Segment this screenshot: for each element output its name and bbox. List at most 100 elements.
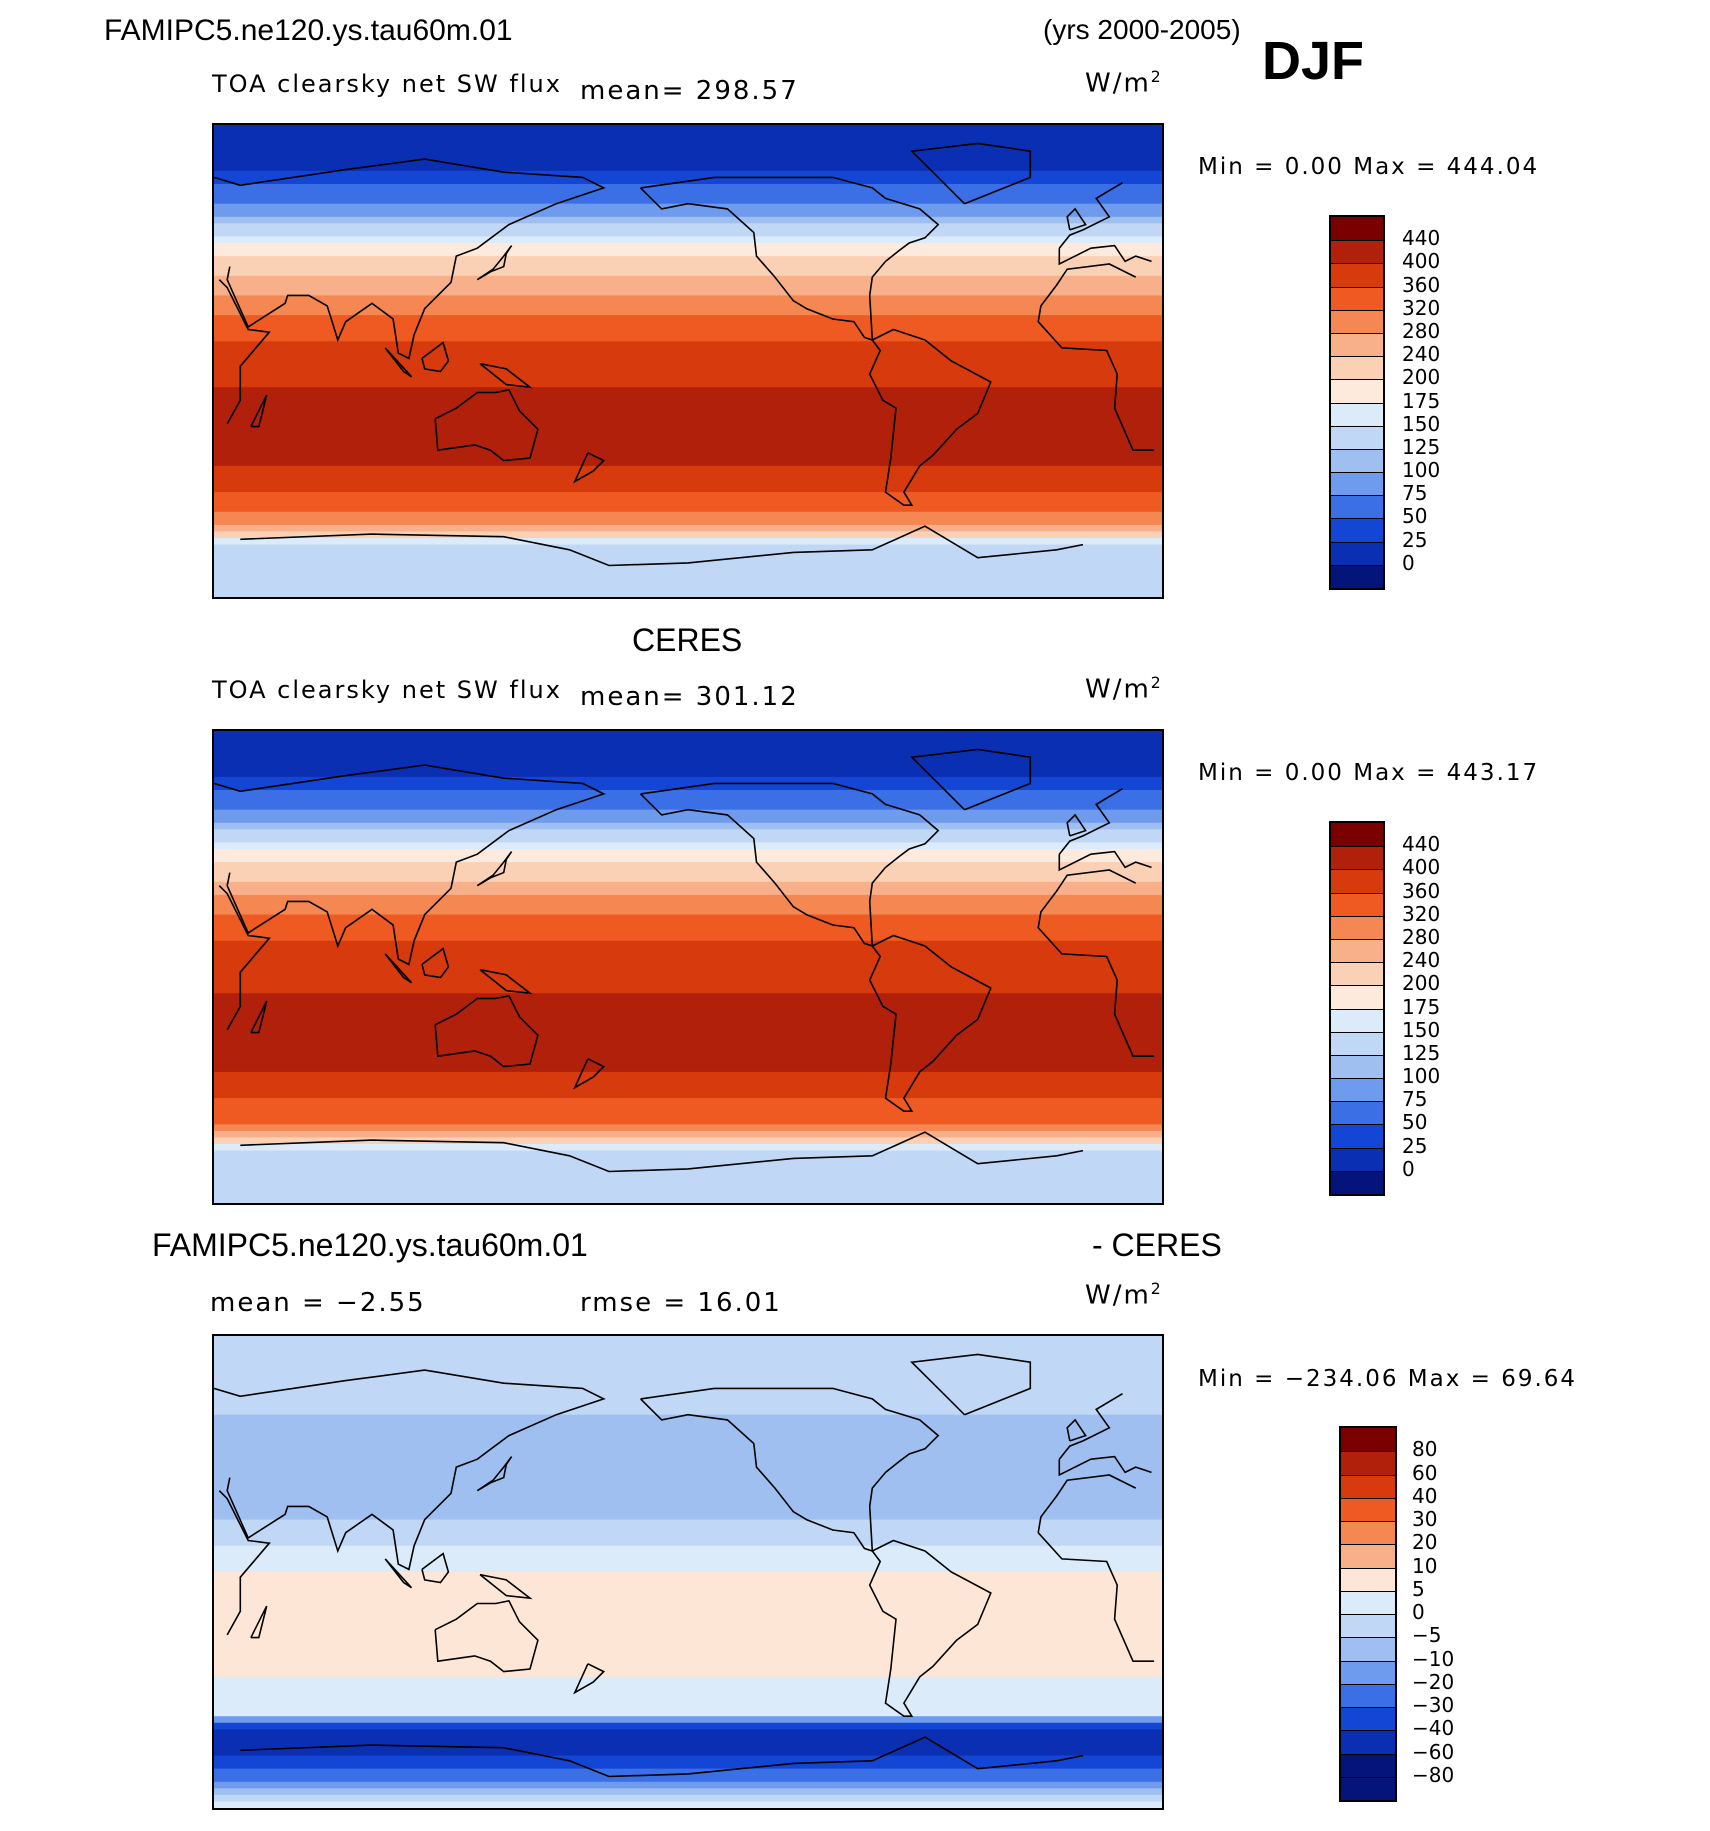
- zonal-band: [214, 770, 1162, 778]
- colorbar-tick-label: 280: [1402, 318, 1441, 343]
- coastline: [573, 452, 606, 484]
- colorbar-cell: [1341, 1544, 1395, 1568]
- zonal-band: [214, 1130, 1162, 1139]
- zonal-band: [214, 1460, 1162, 1468]
- zonal-band: [214, 1019, 1162, 1027]
- colorbar-cell: [1331, 495, 1383, 519]
- colorbar-cell: [1341, 1730, 1395, 1754]
- zonal-band: [214, 577, 1162, 585]
- zonal-band: [214, 1657, 1162, 1665]
- colorbar-cell: [1331, 379, 1383, 403]
- zonal-band: [214, 1144, 1162, 1152]
- coastline: [573, 1663, 606, 1695]
- colorbar-cell: [1331, 472, 1383, 496]
- coastline: [421, 1552, 450, 1584]
- zonal-band: [214, 1349, 1162, 1357]
- zonal-band: [214, 796, 1162, 804]
- zonal-band: [214, 210, 1162, 218]
- colorbar-cell: [1331, 892, 1383, 916]
- coastline: [434, 994, 539, 1068]
- zonal-band: [214, 138, 1162, 146]
- colorbar-tick-label: 150: [1402, 1017, 1441, 1042]
- colorbar-cell: [1331, 938, 1383, 963]
- zonal-band: [214, 901, 1162, 909]
- colorbar-tick-label: 0: [1402, 1156, 1415, 1181]
- panel1-minmax: Min = 0.00 Max = 444.04: [1198, 154, 1540, 180]
- colorbar-tick-label: 440: [1402, 832, 1441, 857]
- zonal-band: [214, 1539, 1162, 1547]
- zonal-band: [214, 321, 1162, 329]
- zonal-band: [214, 1395, 1162, 1403]
- coastline: [250, 1605, 268, 1639]
- zonal-band: [214, 737, 1162, 745]
- coastline: [476, 245, 513, 281]
- model-case-title: FAMIPC5.ne120.ys.tau60m.01: [104, 14, 513, 47]
- colorbar-tick-label: 20: [1412, 1530, 1438, 1555]
- zonal-band: [214, 855, 1162, 863]
- coastline: [218, 263, 1155, 451]
- panel2-units: W/m2: [1085, 674, 1163, 705]
- zonal-band: [214, 809, 1162, 817]
- zonal-band: [214, 1447, 1162, 1455]
- zonal-band: [214, 400, 1162, 408]
- colorbar-tick-label: 125: [1402, 1040, 1441, 1065]
- zonal-band: [214, 1355, 1162, 1363]
- zonal-band: [214, 511, 1162, 519]
- colorbar-cell: [1341, 1660, 1395, 1684]
- colorbar-cell: [1331, 564, 1383, 588]
- panel3-title-right: - CERES: [1092, 1227, 1222, 1263]
- zonal-band: [214, 868, 1162, 876]
- zonal-band: [214, 1631, 1162, 1639]
- zonal-band: [214, 790, 1162, 798]
- zonal-band: [214, 498, 1162, 506]
- colorbar-ceres: [1329, 821, 1385, 1196]
- zonal-band: [214, 538, 1162, 546]
- colorbar-cell: [1331, 962, 1383, 986]
- colorbar-cell: [1331, 518, 1383, 542]
- colorbar-tick-label: 125: [1402, 434, 1441, 459]
- panel3-mean: mean = −2.55: [210, 1288, 426, 1318]
- panel3-rmse: rmse = 16.01: [580, 1288, 782, 1318]
- coastline: [868, 934, 992, 1112]
- zonal-band: [214, 1572, 1162, 1580]
- zonal-band: [214, 894, 1162, 903]
- zonal-band: [214, 776, 1162, 785]
- colorbar-tick-label: 25: [1402, 1133, 1428, 1158]
- coastline: [1066, 813, 1087, 837]
- years-label: (yrs 2000-2005): [1043, 14, 1241, 45]
- zonal-band: [214, 934, 1162, 942]
- zonal-band: [214, 164, 1162, 172]
- colorbar-tick-label: 320: [1402, 901, 1441, 926]
- zonal-band: [214, 1473, 1162, 1481]
- colorbar-cell: [1341, 1497, 1395, 1521]
- zonal-band: [214, 170, 1162, 179]
- zonal-band: [214, 875, 1162, 883]
- zonal-band: [214, 144, 1162, 152]
- zonal-band: [214, 1794, 1162, 1803]
- colorbar-cell: [1331, 1054, 1383, 1079]
- zonal-band: [214, 1058, 1162, 1066]
- colorbar-cell: [1341, 1707, 1395, 1731]
- zonal-band: [214, 492, 1162, 500]
- coastline: [214, 158, 1152, 360]
- zonal-band: [214, 1506, 1162, 1514]
- zonal-band: [214, 1696, 1162, 1704]
- zonal-band: [214, 763, 1162, 771]
- zonal-band: [214, 750, 1162, 758]
- zonal-band: [214, 1578, 1162, 1586]
- zonal-band: [214, 947, 1162, 955]
- zonal-band: [214, 524, 1162, 533]
- zonal-band: [214, 1624, 1162, 1632]
- colorbar-cell: [1331, 1078, 1383, 1102]
- zonal-band: [214, 973, 1162, 981]
- coastline: [214, 1369, 1152, 1571]
- zonal-band: [214, 1801, 1162, 1808]
- zonal-band: [214, 1486, 1162, 1494]
- zonal-band: [214, 564, 1162, 572]
- zonal-band: [214, 452, 1162, 460]
- zonal-band: [214, 953, 1162, 962]
- zonal-band: [214, 1722, 1162, 1730]
- zonal-band: [214, 1434, 1162, 1442]
- colorbar-cell: [1331, 425, 1383, 449]
